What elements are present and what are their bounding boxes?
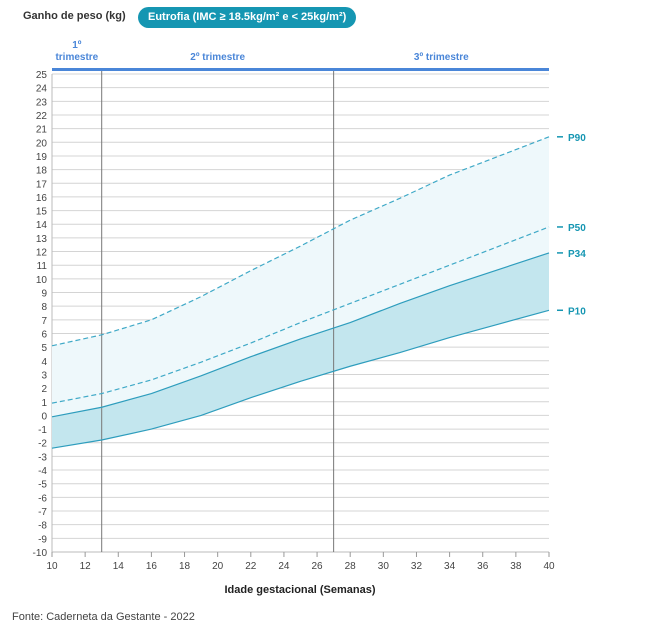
trimester-label: 3º trimestre [414, 52, 469, 63]
y-tick-label: -3 [38, 452, 47, 463]
weight-gain-chart: -10-9-8-7-6-5-4-3-2-10123456789101112131… [33, 40, 587, 572]
y-tick-label: 16 [36, 193, 48, 204]
x-tick-label: 38 [510, 561, 522, 572]
y-tick-label: 1 [41, 398, 47, 409]
y-tick-label: 11 [37, 261, 48, 272]
y-tick-label: 18 [36, 166, 48, 177]
trimester-bar [52, 68, 549, 71]
y-tick-label: 2 [41, 384, 47, 395]
x-tick-label: 18 [179, 561, 191, 572]
y-tick-label: 25 [36, 70, 48, 81]
y-tick-label: 0 [41, 411, 47, 422]
y-tick-label: 5 [41, 343, 47, 354]
y-tick-label: 14 [36, 220, 48, 231]
x-tick-label: 34 [444, 561, 456, 572]
y-tick-label: -10 [33, 548, 48, 559]
y-tick-label: 3 [41, 370, 47, 381]
x-tick-label: 32 [411, 561, 423, 572]
y-axis-title: Ganho de peso (kg) [23, 10, 126, 22]
x-tick-label: 30 [378, 561, 390, 572]
y-tick-label: -4 [38, 466, 47, 477]
y-tick-label: -7 [38, 507, 47, 518]
y-tick-label: 21 [36, 125, 48, 136]
x-tick-label: 12 [80, 561, 92, 572]
y-tick-label: -6 [38, 493, 47, 504]
y-tick-label: 19 [36, 152, 48, 163]
y-tick-label: 10 [36, 275, 48, 286]
series-line-p34 [51, 252, 550, 418]
y-tick-label: 23 [36, 97, 48, 108]
x-tick-label: 28 [345, 561, 357, 572]
x-tick-label: 16 [146, 561, 158, 572]
source-note: Fonte: Caderneta da Gestante - 2022 [12, 611, 195, 623]
trimester-label: 2º trimestre [190, 52, 245, 63]
trimester-label: 1º [72, 40, 82, 51]
y-tick-label: 15 [36, 207, 48, 218]
y-tick-label: -5 [38, 480, 47, 491]
y-tick-label: -9 [38, 534, 47, 545]
x-tick-label: 26 [312, 561, 324, 572]
y-tick-label: 17 [36, 179, 48, 190]
y-tick-label: 4 [41, 357, 47, 368]
y-tick-label: 8 [41, 302, 47, 313]
x-tick-label: 14 [113, 561, 125, 572]
series-line-p10 [51, 309, 550, 449]
y-tick-label: -8 [38, 521, 47, 532]
series-label-p10: P10 [568, 306, 586, 317]
y-tick-label: 13 [36, 234, 48, 245]
y-tick-label: 9 [41, 289, 47, 300]
series-label-p34: P34 [568, 249, 586, 260]
x-tick-label: 10 [46, 561, 58, 572]
x-tick-label: 22 [245, 561, 257, 572]
series-line-p50 [51, 226, 550, 404]
y-tick-label: 6 [41, 329, 47, 340]
y-tick-label: 20 [36, 138, 48, 149]
y-tick-label: 24 [36, 84, 48, 95]
x-tick-label: 20 [212, 561, 224, 572]
series-line-p90 [51, 136, 550, 347]
outer-range-band [52, 136, 549, 449]
recommended-range-band [52, 252, 549, 449]
series-label-p90: P90 [568, 133, 586, 144]
y-tick-label: 12 [36, 248, 48, 259]
category-badge: Eutrofia (IMC ≥ 18.5kg/m² e < 25kg/m²) [138, 7, 357, 28]
y-tick-label: -1 [38, 425, 47, 436]
x-tick-label: 40 [543, 561, 555, 572]
y-tick-label: -2 [38, 439, 47, 450]
x-tick-label: 36 [477, 561, 489, 572]
x-axis-title: Idade gestacional (Semanas) [224, 584, 376, 596]
trimester-label: trimestre [55, 52, 98, 63]
series-label-p50: P50 [568, 223, 586, 234]
y-tick-label: 22 [36, 111, 48, 122]
x-tick-label: 24 [278, 561, 290, 572]
y-tick-label: 7 [41, 316, 47, 327]
